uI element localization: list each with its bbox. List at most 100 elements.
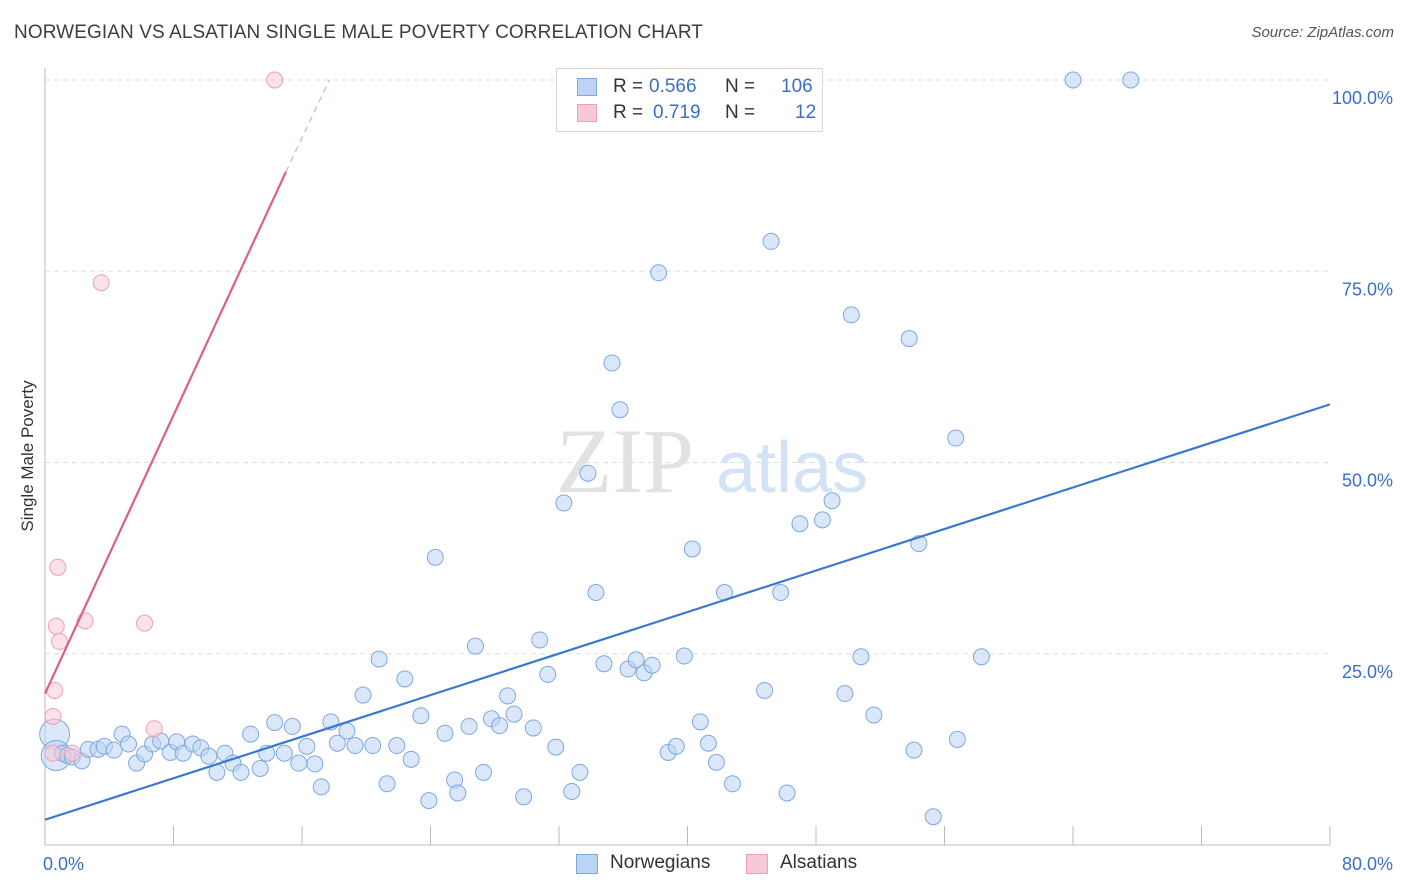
norwegian-point	[823, 492, 841, 510]
norwegian-point	[426, 548, 444, 566]
y-tick-label: 50.0%	[1342, 471, 1393, 491]
norwegian-point	[388, 737, 406, 755]
alsatian-point	[47, 617, 65, 635]
alsatian-point	[145, 720, 163, 738]
norwegian-point	[707, 753, 725, 771]
norwegian-point	[396, 670, 414, 688]
norwegian-point	[791, 515, 809, 533]
norwegian-point	[579, 464, 597, 482]
norwegian-point	[105, 741, 123, 759]
norwegian-point	[515, 788, 533, 806]
norwegian-point	[378, 775, 396, 793]
alsatian-point	[92, 274, 110, 292]
norwegian-point	[232, 763, 250, 781]
r-label: R =	[613, 102, 644, 123]
norwegian-point	[865, 706, 883, 724]
norwegian-point	[627, 651, 645, 669]
norwegian-point	[852, 648, 870, 666]
norwegian-point	[595, 655, 613, 673]
alsatians-trend-line	[44, 171, 287, 694]
norwegian-point	[298, 737, 316, 755]
norwegian-point	[778, 784, 796, 802]
norwegian-point	[650, 264, 668, 282]
norwegian-point	[283, 717, 301, 735]
n-value: 106	[781, 76, 813, 97]
trend-lines	[44, 79, 1331, 821]
norwegian-point	[905, 741, 923, 759]
norwegian-point	[756, 681, 774, 699]
norwegian-point	[436, 724, 454, 742]
norwegian-point	[683, 540, 701, 558]
watermark: ZIP atlas	[556, 410, 868, 512]
norwegian-point	[499, 687, 517, 705]
norwegian-point	[547, 738, 565, 756]
r-value: 0.719	[653, 102, 701, 123]
y-tick-label: 100.0%	[1332, 88, 1393, 108]
norwegian-point	[402, 750, 420, 768]
scatter-points	[39, 71, 1140, 826]
norwegian-point	[555, 494, 573, 512]
norwegians-swatch	[577, 78, 597, 96]
watermark-atlas: atlas	[716, 428, 868, 508]
norwegian-point	[505, 705, 523, 723]
norwegians-trend-line	[44, 403, 1331, 821]
norwegian-point	[412, 707, 430, 725]
norwegian-point	[370, 650, 388, 668]
norwegian-point	[531, 631, 549, 649]
norwegian-point	[842, 306, 860, 324]
r-value: 0.566	[649, 76, 697, 97]
norwegian-point	[675, 647, 693, 665]
norwegian-point	[306, 755, 324, 773]
chart-title: NORWEGIAN VS ALSATIAN SINGLE MALE POVERT…	[14, 22, 704, 43]
norwegian-point	[364, 737, 382, 755]
norwegians-legend-swatch	[576, 854, 598, 874]
norwegian-point	[491, 717, 509, 735]
n-label: N =	[725, 102, 756, 123]
norwegian-point	[460, 717, 478, 735]
norwegian-point	[643, 656, 661, 674]
n-value: 12	[795, 102, 817, 123]
alsatians-swatch	[577, 104, 597, 122]
norwegian-point	[813, 511, 831, 529]
r-label: R =	[613, 76, 644, 97]
norwegian-point	[1122, 71, 1140, 89]
norwegian-point	[587, 584, 605, 602]
alsatians-legend-swatch	[746, 854, 768, 874]
alsatian-point	[44, 707, 62, 725]
alsatian-point	[136, 614, 154, 632]
norwegian-point	[242, 725, 260, 743]
alsatian-point	[49, 558, 67, 576]
norwegian-point	[475, 763, 493, 781]
norwegian-point	[200, 747, 218, 765]
norwegian-point	[947, 429, 965, 447]
x-tick-label: 80.0%	[1342, 854, 1393, 874]
tick-labels: 25.0% 50.0% 75.0% 100.0% 0.0% 80.0%	[43, 88, 1393, 874]
norwegian-point	[836, 685, 854, 703]
y-tick-label: 75.0%	[1342, 279, 1393, 299]
n-label: N =	[725, 76, 756, 97]
norwegian-point	[312, 778, 330, 796]
norwegian-point	[449, 784, 467, 802]
norwegian-point	[699, 734, 717, 752]
norwegian-point	[603, 354, 621, 372]
alsatians-trend-extension	[285, 79, 330, 173]
norwegian-point	[354, 686, 372, 704]
norwegian-point	[772, 584, 790, 602]
norwegian-point	[900, 330, 918, 348]
legend-label: Norwegians	[610, 852, 711, 873]
alsatian-point	[63, 744, 81, 762]
norwegian-point	[1064, 71, 1082, 89]
norwegian-point	[346, 737, 364, 755]
stats-box: R = 0.566 N = 106 R = 0.719 N = 12	[556, 68, 823, 132]
norwegian-point	[420, 792, 438, 810]
alsatian-point	[50, 633, 68, 651]
norwegian-point	[972, 648, 990, 666]
norwegian-point	[338, 722, 356, 740]
y-tick-label: 25.0%	[1342, 662, 1393, 682]
norwegian-point	[924, 808, 942, 826]
norwegian-point	[563, 782, 581, 800]
norwegian-point	[762, 232, 780, 250]
norwegian-point	[667, 737, 685, 755]
alsatian-point	[266, 71, 284, 89]
